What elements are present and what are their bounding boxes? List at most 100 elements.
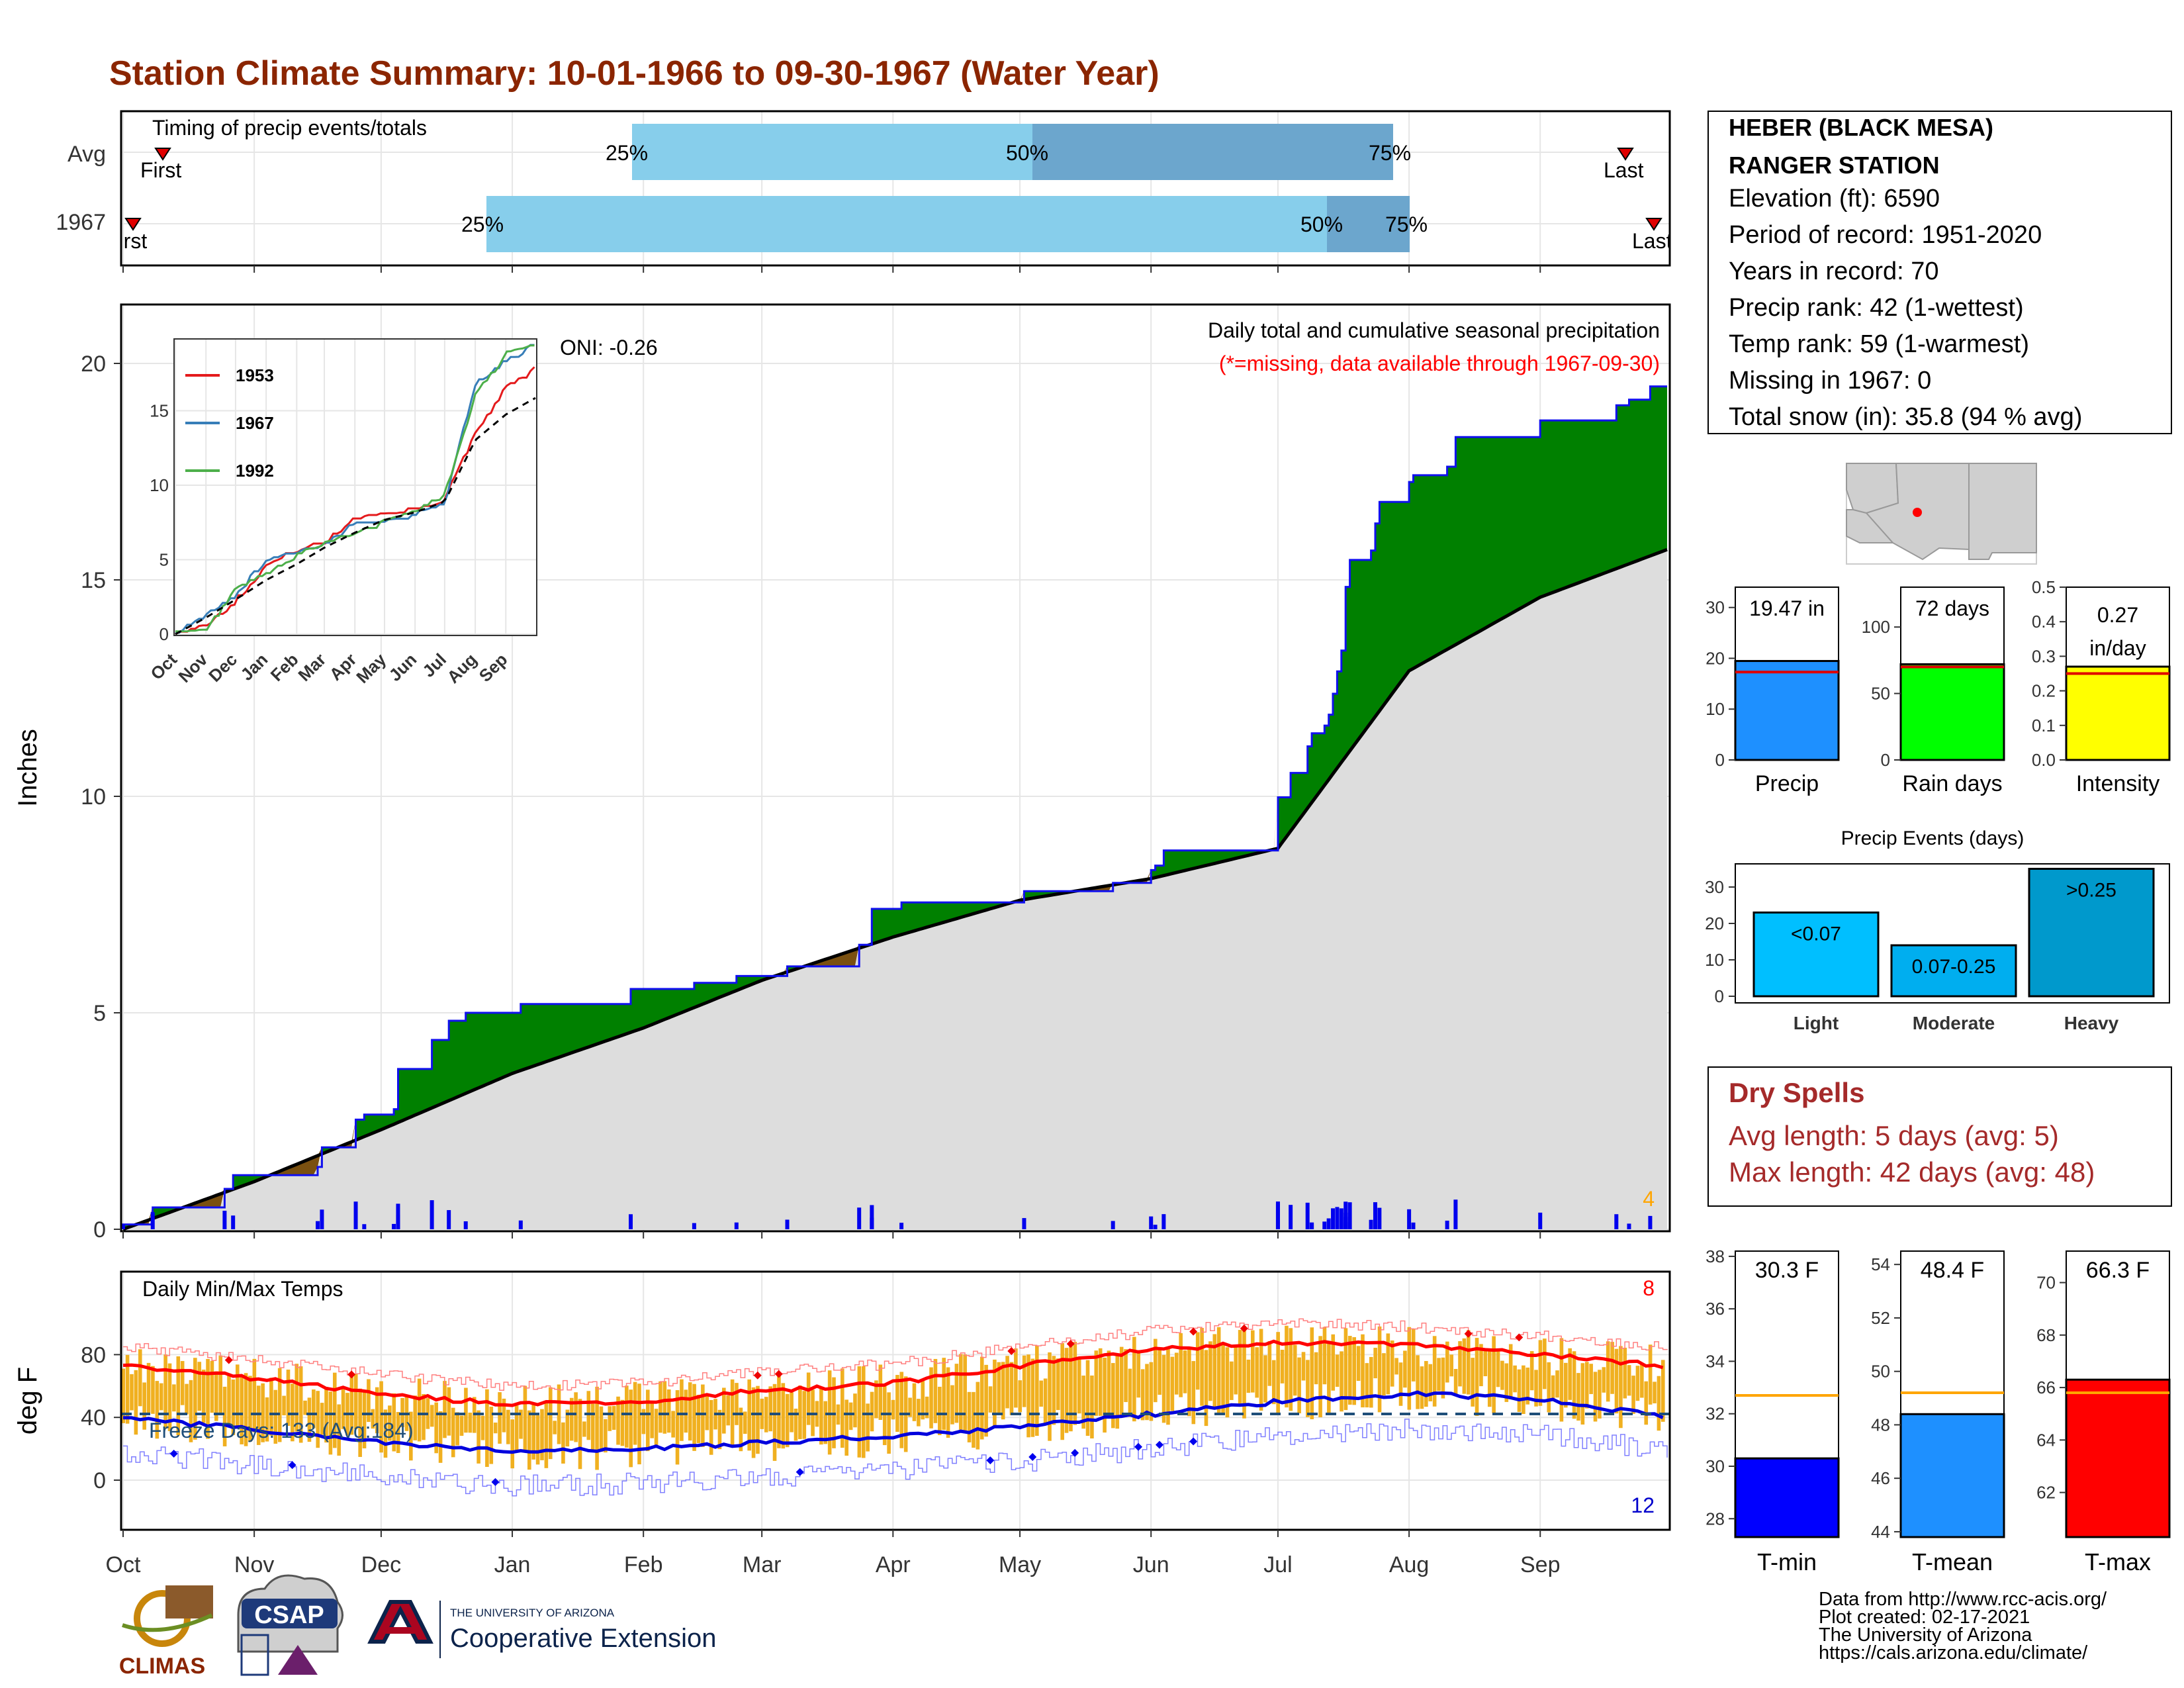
daily-temp-bar: [142, 1382, 146, 1430]
daily-temp-bar: [1428, 1364, 1433, 1401]
daily-temp-bar: [307, 1397, 312, 1442]
month-tick-label: Apr: [876, 1552, 911, 1577]
daily-temp-bar: [1466, 1330, 1471, 1395]
daily-temp-bar: [506, 1409, 510, 1444]
daily-temp-bar: [1453, 1368, 1458, 1396]
daily-temp-bar: [1644, 1381, 1649, 1425]
daily-temp-bar: [1280, 1350, 1285, 1383]
daily-temp-bar: [1543, 1338, 1547, 1389]
daily-temp-bar: [459, 1415, 464, 1436]
station-line: Temp rank: 59 (1-warmest): [1729, 330, 2029, 358]
record-high-marker: [347, 1370, 356, 1379]
daily-precip-bar: [785, 1219, 790, 1229]
daily-temp-bar: [1657, 1376, 1661, 1431]
svg-text:CSAP: CSAP: [254, 1601, 324, 1629]
daily-temp-bar: [979, 1356, 984, 1440]
record-high-marker: [774, 1370, 783, 1378]
precip-missing-note: (*=missing, data available through 1967-…: [1219, 352, 1660, 375]
daily-temp-bar: [1458, 1341, 1462, 1387]
location-map: [1846, 463, 2037, 565]
daily-temp-bar: [565, 1409, 570, 1447]
station-line: Years in record: 70: [1729, 258, 1939, 285]
inset-ytick-label: 0: [159, 624, 169, 644]
year-p75-label: 75%: [1385, 212, 1428, 236]
daily-temp-bar: [654, 1409, 659, 1448]
station-info: HEBER (BLACK MESA) RANGER STATION Elevat…: [1707, 111, 2172, 434]
daily-temp-bar: [261, 1383, 265, 1442]
daily-temp-bar: [1005, 1356, 1009, 1409]
record-low-marker: [288, 1461, 296, 1470]
daily-temp-bar: [244, 1373, 248, 1446]
daily-temp-bar: [1238, 1330, 1242, 1406]
events-bar-label: Heavy: [2064, 1013, 2119, 1033]
temp-summary-ytick-label: 34: [1706, 1351, 1725, 1371]
daily-temp-bar: [688, 1382, 692, 1441]
summary-bar-group: 0 10 20 30 19.47 in Precip: [1706, 586, 1840, 796]
daily-temp-bar: [1043, 1378, 1048, 1424]
daily-temp-bar: [1230, 1361, 1234, 1400]
daily-temp-bar: [214, 1371, 218, 1421]
inset-legend-label: 1953: [236, 365, 274, 385]
precip-ytick-label: 10: [81, 784, 106, 810]
daily-temp-bar: [1500, 1360, 1504, 1390]
daily-temp-bar: [870, 1391, 874, 1432]
year-first-marker: [124, 218, 142, 231]
summary-bar-precip: [1734, 660, 1840, 761]
record-high-marker: [1007, 1347, 1016, 1356]
daily-temp-bar: [1195, 1332, 1200, 1390]
daily-temp-bar: [891, 1399, 895, 1420]
daily-temp-bar: [138, 1349, 142, 1407]
daily-temp-bar: [1648, 1344, 1653, 1405]
daily-temp-bar: [764, 1397, 768, 1432]
daily-temp-bar: [675, 1390, 680, 1465]
temp-summary-ytick-label: 50: [1871, 1362, 1890, 1382]
temp-ytick-label: 40: [81, 1405, 106, 1430]
daily-temp-bar: [798, 1385, 802, 1439]
daily-temp-bar: [967, 1391, 972, 1442]
daily-temp-bar: [1297, 1357, 1301, 1414]
daily-temp-bar: [988, 1386, 993, 1413]
temp-summary-label: T-mean: [1912, 1548, 1993, 1575]
daily-temp-bar: [925, 1396, 929, 1419]
daily-temp-bar: [1035, 1345, 1039, 1436]
inset-xtick-label: Apr: [326, 649, 361, 684]
summary-ytick-label: 0.4: [2032, 612, 2056, 632]
inset-ytick-label: 15: [150, 401, 169, 421]
daily-temp-bar: [841, 1368, 844, 1448]
daily-temp-bar: [1361, 1334, 1365, 1408]
daily-temp-bar: [193, 1358, 197, 1440]
daily-precip-bar: [1149, 1216, 1154, 1229]
summary-bar-label: Intensity: [2076, 771, 2160, 796]
daily-temp-bar: [362, 1392, 367, 1448]
events-ytick-label: 30: [1705, 877, 1724, 897]
month-tick-label: Aug: [1389, 1552, 1430, 1577]
daily-temp-bar: [1081, 1376, 1085, 1429]
precip-cumulative-line: [122, 385, 1667, 1229]
temp-summary-group: 44 46 48 50 52 54 48.4 F T-mean: [1871, 1250, 2005, 1575]
daily-temp-bar: [997, 1362, 1001, 1413]
month-tick-label: Jul: [1263, 1552, 1292, 1577]
daily-temp-bar: [1208, 1341, 1212, 1401]
daily-precip-bar: [231, 1215, 236, 1229]
daily-temp-bar: [785, 1393, 790, 1448]
daily-temp-bar: [151, 1366, 155, 1414]
daily-temp-bar: [1191, 1361, 1196, 1425]
temp-panel-title: Daily Min/Max Temps: [142, 1277, 343, 1301]
month-tick-label: Nov: [234, 1552, 274, 1577]
daily-temp-bar: [1322, 1327, 1327, 1385]
daily-temp-bar: [1441, 1357, 1445, 1399]
daily-temp-bar: [256, 1385, 261, 1445]
daily-temp-bar: [696, 1395, 701, 1444]
precip-normal-area: [123, 549, 1667, 1230]
daily-temp-bar: [1212, 1334, 1217, 1410]
daily-temp-bar: [557, 1384, 561, 1444]
year-p50-label: 50%: [1300, 212, 1343, 236]
daily-precip-bar: [1614, 1214, 1619, 1229]
snow-count-label: 4: [1643, 1187, 1655, 1211]
daily-temp-bar: [582, 1421, 586, 1437]
daily-temp-bar: [422, 1394, 426, 1440]
daily-precip-bar: [1153, 1225, 1158, 1229]
daily-temp-bar: [1462, 1338, 1467, 1394]
daily-temp-bar: [201, 1370, 206, 1423]
avg-first-marker: [154, 148, 171, 161]
